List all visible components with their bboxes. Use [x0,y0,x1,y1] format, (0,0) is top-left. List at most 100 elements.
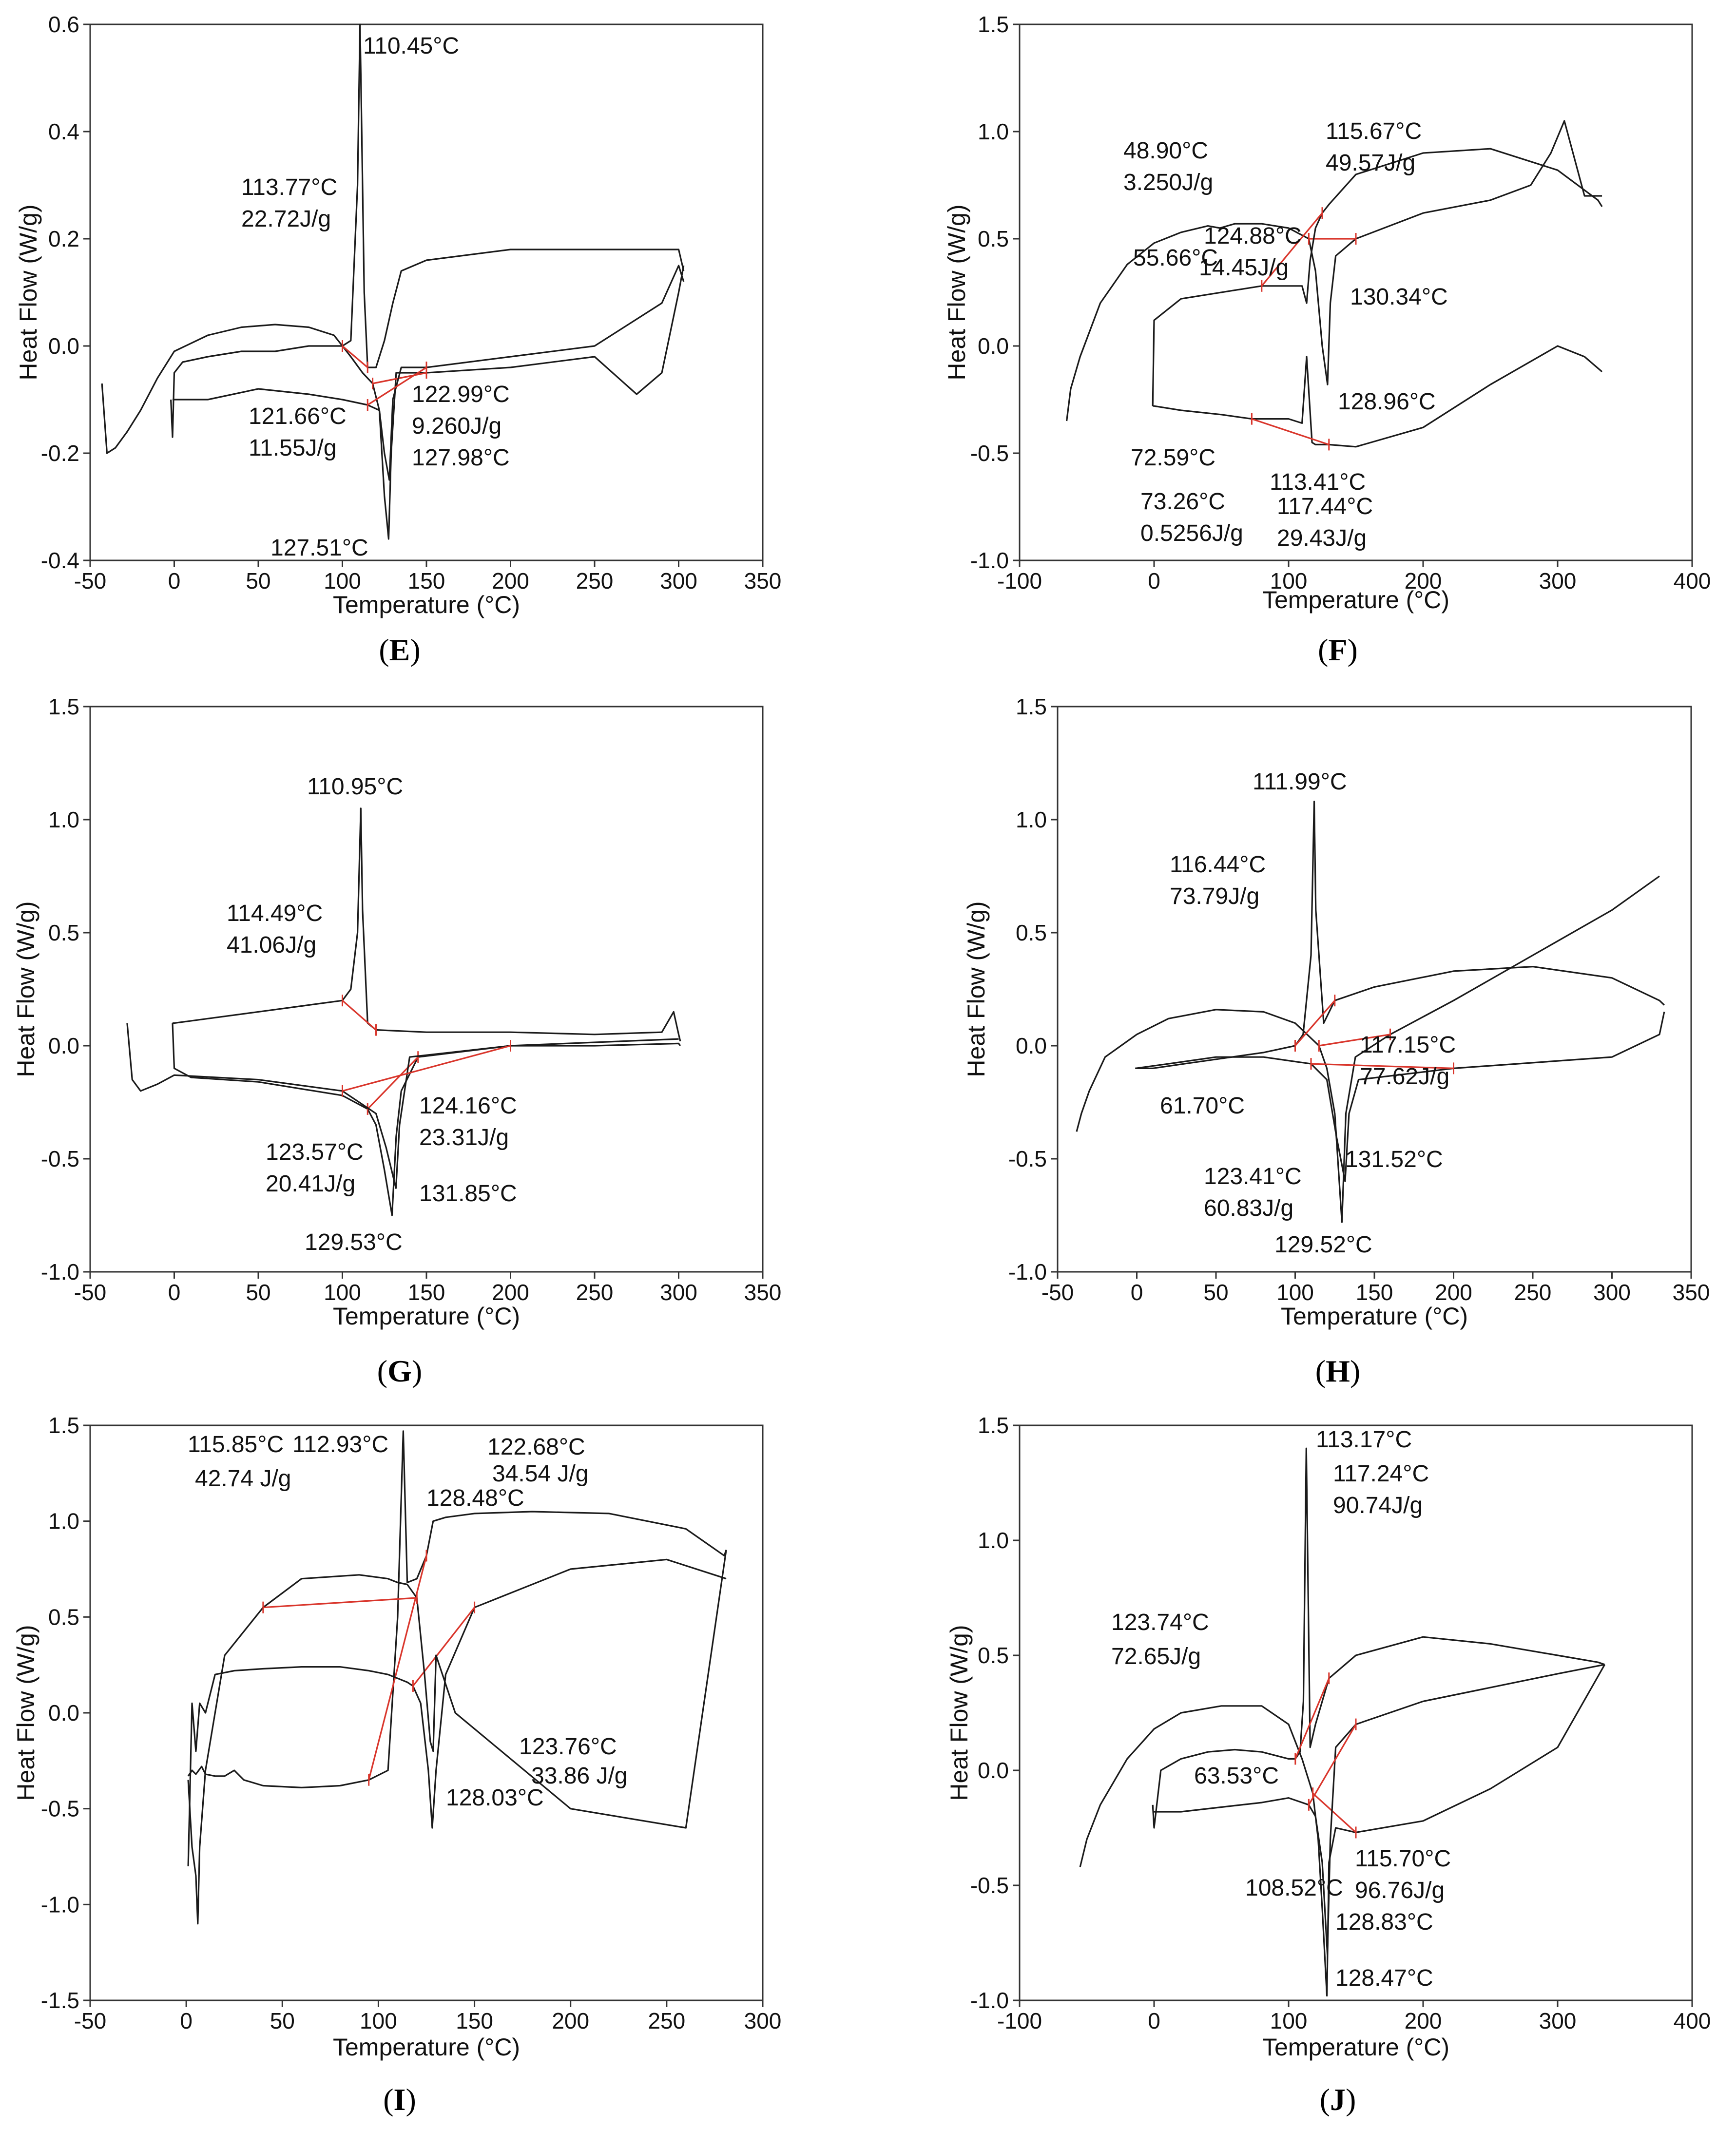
series-line-g-heating [172,1023,681,1216]
curves-g [126,807,681,1216]
annotation-e-2: 22.72J/g [241,206,331,232]
x-tick-label-i-2: 50 [270,2008,295,2033]
x-tick-label-h-8: 350 [1673,1280,1710,1305]
integration-baseline-j-cooling [1294,1678,1330,1760]
y-tick-label-h-4: 1.0 [1016,807,1047,832]
y-tick-label-j-2: 0.0 [978,1758,1009,1783]
x-axis-title-e: Temperature (°C) [333,591,520,618]
annotation-j-0: 113.17°C [1316,1427,1412,1453]
annotation-i-3: 122.68°C [487,1434,585,1460]
annotation-g-8: 129.53°C [305,1229,403,1255]
y-tick-label-e-3: 0.2 [48,226,79,251]
x-tick-label-i-4: 150 [456,2008,493,2033]
integration-baseline-h-cooling [1294,1000,1335,1047]
x-tick-label-j-4: 300 [1539,2008,1577,2033]
series-line-h-cooling [1135,801,1665,1069]
y-axis-title-i: Heat Flow (W/g) [12,1625,39,1801]
integration-baseline-i-cooling [368,1555,427,1781]
panel-label-j: (J) [1320,2082,1356,2117]
annotation-j-3: 123.74°C [1111,1610,1209,1635]
annotation-e-5: 122.99°C [412,382,510,407]
annotation-h-3: 117.15°C [1360,1032,1456,1058]
series-line-i-heating [187,1558,727,1866]
annotation-i-0: 115.85°C [188,1432,284,1458]
x-tick-label-g-1: 0 [168,1280,181,1305]
panel-f: -100 0 100 200 300 400 -1.0 -0.5 0.0 0.5 1.0 1.5 Te… [943,12,1711,667]
x-tick-label-f-2: 100 [1270,568,1308,594]
annotation-e-0: 110.45°C [363,33,459,59]
x-tick-label-i-1: 0 [180,2008,193,2033]
series-line-h-heating [1076,875,1660,1223]
y-tick-label-e-5: 0.6 [48,12,79,37]
ticks-j: -100 0 100 200 300 400 -1.0 -0.5 0.0 0.5 1.0 1.5 [970,1413,1711,2033]
y-tick-label-j-1: -0.5 [970,1873,1009,1898]
y-tick-label-i-0: -1.5 [41,1988,79,2013]
annotation-h-6: 131.52°C [1345,1147,1443,1172]
annotation-f-9: 72.59°C [1131,445,1215,471]
y-tick-label-g-2: 0.0 [48,1033,79,1058]
y-tick-label-i-2: -0.5 [41,1796,79,1822]
x-tick-label-f-3: 200 [1405,568,1442,594]
x-tick-label-e-4: 150 [408,568,445,594]
y-tick-label-g-1: -0.5 [41,1146,79,1171]
x-tick-label-j-0: -100 [997,2008,1042,2033]
y-tick-label-f-0: -1.0 [970,548,1009,573]
annotation-f-3: 49.57J/g [1326,150,1415,176]
annotation-e-8: 127.51°C [270,535,368,561]
annotation-g-6: 20.41J/g [266,1171,355,1197]
annotation-f-12: 113.41°C [1270,469,1366,495]
annotation-f-0: 48.90°C [1123,138,1208,164]
annotation-g-3: 124.16°C [419,1093,517,1119]
integration-baseline-e-cooling [342,345,368,368]
panel-j: -100 0 100 200 300 400 -1.0 -0.5 0.0 0.5 1.0 1.5 Te… [945,1413,1711,2117]
y-axis-title-f: Heat Flow (W/g) [943,204,970,380]
x-tick-label-h-4: 150 [1356,1280,1393,1305]
y-tick-label-j-5: 1.5 [978,1413,1009,1438]
annotation-e-4: 11.55J/g [249,435,337,461]
panel-e: -50 0 50 100 150 200 250 300 350 -0.4 -0.2 0.0 0.2 0.… [15,12,781,667]
series-line-f-heating-2 [1153,345,1603,448]
panel-i: -50 0 50 100 150 200 250 300 -1.5 -1.0 -0.5 0.0 0.5 1… [12,1413,781,2117]
annotation-i-6: 123.76°C [519,1734,617,1760]
y-tick-label-g-0: -1.0 [41,1259,79,1285]
x-tick-label-h-3: 100 [1276,1280,1314,1305]
y-tick-label-e-4: 0.4 [48,119,79,144]
annotation-f-13: 117.44°C [1277,494,1373,519]
x-tick-label-j-2: 100 [1270,2008,1308,2033]
x-tick-label-g-0: -50 [74,1280,106,1305]
x-tick-label-g-3: 100 [324,1280,361,1305]
panel-label-h: (H) [1315,1354,1360,1388]
annotation-h-1: 116.44°C [1170,852,1266,878]
series-line-i-cooling [187,1430,727,1788]
annotation-j-6: 115.70°C [1355,1846,1451,1872]
series-line-f-cooling [1152,148,1603,406]
integration-baseline-g-heating [367,1056,419,1110]
x-tick-label-h-5: 200 [1435,1280,1472,1305]
x-tick-label-f-5: 400 [1674,568,1711,594]
integration-baseline-j-heating [1312,1793,1357,1833]
series-line-g-heating-1 [126,1023,679,1189]
annotation-f-4: 124.88°C [1204,223,1302,249]
plot-frame-h [1057,706,1692,1273]
x-tick-label-i-5: 200 [552,2008,589,2033]
panel-label-e: (E) [379,633,420,667]
ticks-e: -50 0 50 100 150 200 250 300 350 -0.4 -0.2 0.0 0.2 0.… [41,12,782,594]
annotation-h-8: 60.83J/g [1204,1195,1293,1221]
integration-baseline-j-heating-2 [1308,1724,1357,1805]
annotation-h-9: 129.52°C [1274,1232,1372,1258]
curves-e [101,23,685,540]
x-tick-label-f-0: -100 [997,568,1042,594]
integration-baseline-h-heating [1318,1034,1390,1047]
series-line-j-cooling [1152,1447,1605,1829]
x-tick-label-g-8: 350 [744,1280,782,1305]
series-line-e-cooling [170,23,685,438]
annotation-j-4: 72.65J/g [1111,1644,1201,1669]
y-tick-label-i-1: -1.0 [41,1892,79,1917]
y-tick-label-e-0: -0.4 [41,548,79,573]
annotation-g-7: 131.85°C [419,1181,517,1207]
annotation-j-8: 108.52°C [1245,1875,1343,1901]
y-tick-label-i-4: 0.5 [48,1604,79,1630]
series-line-h-heating-2 [1135,1012,1665,1182]
annotation-h-5: 61.70°C [1160,1093,1245,1119]
